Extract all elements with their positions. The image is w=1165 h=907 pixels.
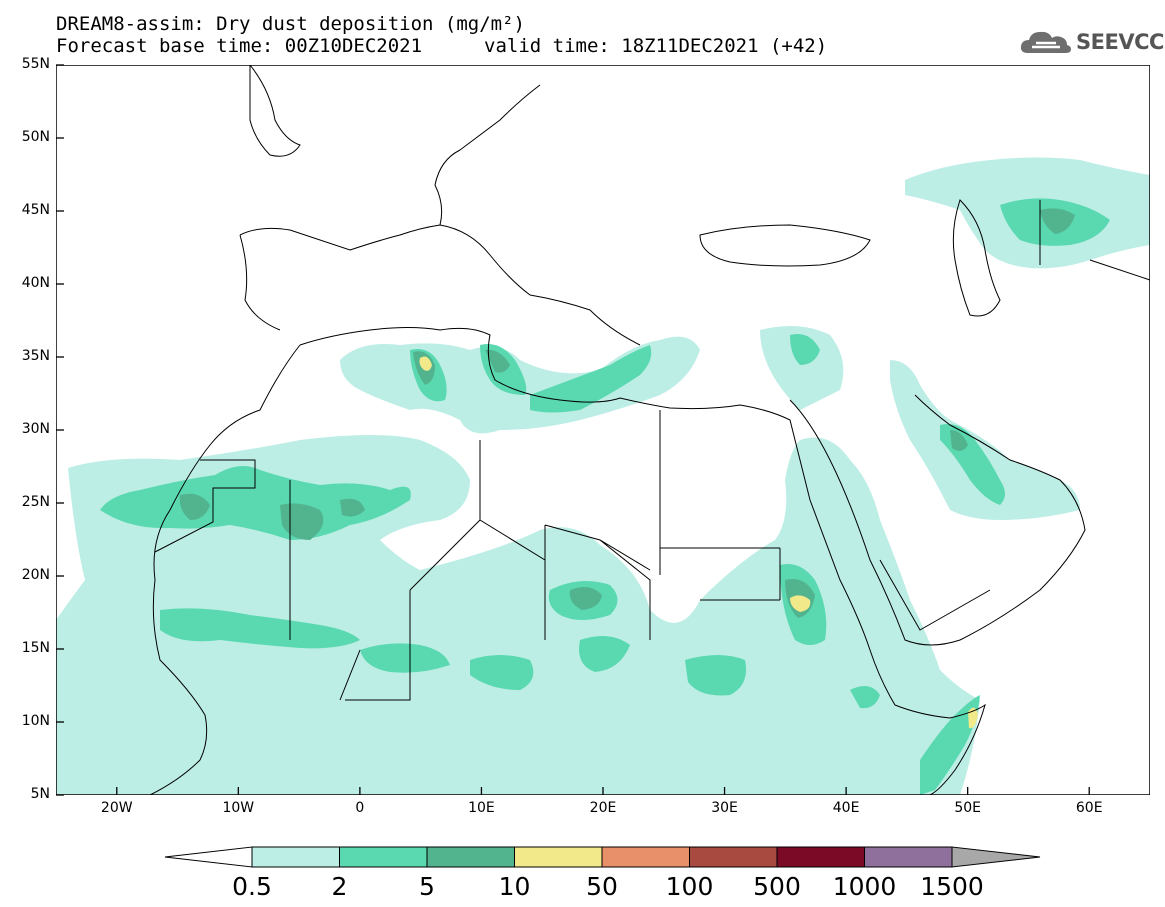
lon-tick-label: 20E xyxy=(589,800,617,816)
colorbar-segment xyxy=(689,846,778,868)
lat-tick-label: 10N xyxy=(21,713,50,729)
lat-tick-label: 45N xyxy=(21,202,50,218)
colorbar-segment xyxy=(339,846,428,868)
forecast-base-time: Forecast base time: 00Z10DEC2021 xyxy=(56,35,423,57)
dust-level-4 xyxy=(419,356,978,729)
lon-tick-label: 0 xyxy=(355,800,365,816)
logo-text: SEEVCCC xyxy=(1076,30,1165,54)
black-sea xyxy=(699,224,871,267)
dust-level-2 xyxy=(100,198,1110,795)
lat-tick-label: 35N xyxy=(21,348,50,364)
lat-tick-label: 50N xyxy=(21,129,50,145)
lon-tick-label: 40E xyxy=(832,800,860,816)
map-title: DREAM8-assim: Dry dust deposition (mg/m²… xyxy=(56,13,525,35)
seevccc-logo: SEEVCCC xyxy=(1020,27,1165,57)
colorbar-segments xyxy=(164,846,1041,868)
lon-tick-label: 60E xyxy=(1075,800,1103,816)
colorbar-segment xyxy=(776,846,865,868)
colorbar-label: 100 xyxy=(665,872,714,901)
arabia-coast xyxy=(789,394,1086,646)
lat-tick-label: 55N xyxy=(21,56,50,72)
colorbar-segment xyxy=(514,846,603,868)
country-borders xyxy=(154,200,1150,701)
lon-tick-label: 10E xyxy=(468,800,495,816)
colorbar-label: 1500 xyxy=(920,872,984,901)
lon-tick-label: 10W xyxy=(222,800,255,816)
lat-tick-label: 30N xyxy=(21,421,50,437)
axis-ticks xyxy=(56,64,1090,796)
colorbar-label: 50 xyxy=(586,872,618,901)
map-area xyxy=(56,65,1150,795)
colorbar-label: 2 xyxy=(331,872,348,901)
lon-tick-label: 50E xyxy=(954,800,981,816)
lat-tick-label: 20N xyxy=(21,567,50,583)
lat-tick-label: 40N xyxy=(21,275,50,291)
colorbar-label: 10 xyxy=(498,872,531,901)
colorbar-label: 0.5 xyxy=(232,872,272,901)
colorbar-segment xyxy=(251,846,340,868)
lat-tick-label: 5N xyxy=(30,786,50,802)
lon-tick-label: 20W xyxy=(100,800,133,816)
colorbar-segment xyxy=(601,846,690,868)
colorbar-label: 500 xyxy=(753,872,801,901)
lat-tick-label: 25N xyxy=(21,494,50,510)
colorbar-over-arrow xyxy=(951,846,1041,868)
cloud-icon xyxy=(1020,31,1071,53)
colorbar-label: 5 xyxy=(419,872,435,901)
valid-time: valid time: 18Z11DEC2021 (+42) xyxy=(484,35,828,57)
africa-coast xyxy=(149,327,986,795)
caspian-sea xyxy=(952,199,1001,317)
colorbar-segment xyxy=(864,846,953,868)
colorbar-under-arrow xyxy=(164,846,253,868)
lon-tick-label: 30E xyxy=(711,800,738,816)
colorbar-segment xyxy=(426,846,515,868)
boundaries xyxy=(56,65,1150,795)
uk-coast xyxy=(249,65,301,157)
lat-tick-label: 15N xyxy=(21,640,50,656)
colorbar-label: 1000 xyxy=(832,872,897,901)
europe-coast xyxy=(239,84,641,346)
